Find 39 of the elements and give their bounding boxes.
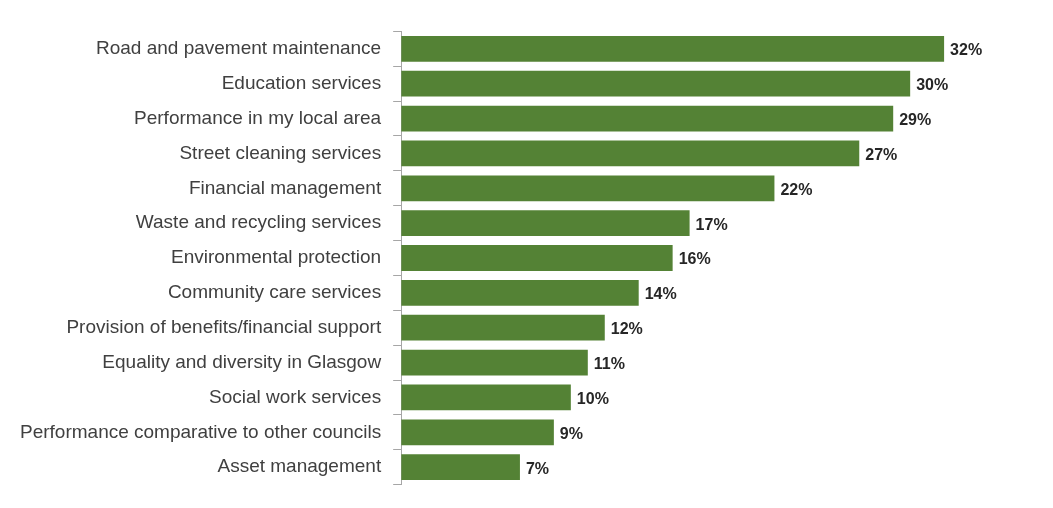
data-label: 14% (644, 285, 677, 303)
data-label: 10% (576, 389, 609, 407)
data-label: 29% (899, 110, 932, 128)
y-tick-label: Community care services (167, 281, 382, 303)
bar (401, 419, 554, 446)
bar (401, 314, 605, 341)
data-label: 11% (593, 354, 625, 372)
bar (401, 140, 860, 167)
data-label: 12% (610, 320, 643, 338)
y-tick-label: Equality and diversity in Glasgow (102, 350, 382, 372)
data-label: 30% (916, 76, 949, 94)
y-tick-label: Provision of benefits/financial support (66, 315, 382, 337)
data-label: 22% (780, 180, 813, 198)
bar (401, 210, 690, 237)
data-label: 9% (559, 424, 583, 442)
bar (401, 349, 588, 376)
y-tick-label: Social work services (209, 385, 382, 407)
data-label: 16% (678, 250, 711, 268)
y-tick-label: Environmental protection (171, 246, 382, 268)
bar (401, 175, 775, 202)
bar (401, 35, 945, 62)
data-label: 32% (950, 41, 983, 59)
bar (401, 70, 911, 97)
bar (401, 454, 520, 481)
y-tick-label: Street cleaning services (179, 141, 382, 163)
y-tick-label: Asset management (217, 455, 382, 477)
bar (401, 279, 639, 306)
y-tick-label: Road and pavement maintenance (95, 37, 382, 59)
data-label: 17% (695, 215, 728, 233)
y-tick-label: Financial management (188, 176, 382, 198)
bar (401, 384, 571, 411)
data-label: 7% (525, 459, 550, 477)
bar (401, 245, 673, 271)
y-tick-label: Performance in my local area (134, 106, 382, 128)
y-tick-label: Performance comparative to other councils (20, 420, 382, 442)
y-tick-label: Waste and recycling services (135, 211, 382, 233)
bar (401, 105, 894, 132)
y-tick-label: Education services (221, 71, 382, 93)
data-label: 27% (865, 145, 898, 163)
